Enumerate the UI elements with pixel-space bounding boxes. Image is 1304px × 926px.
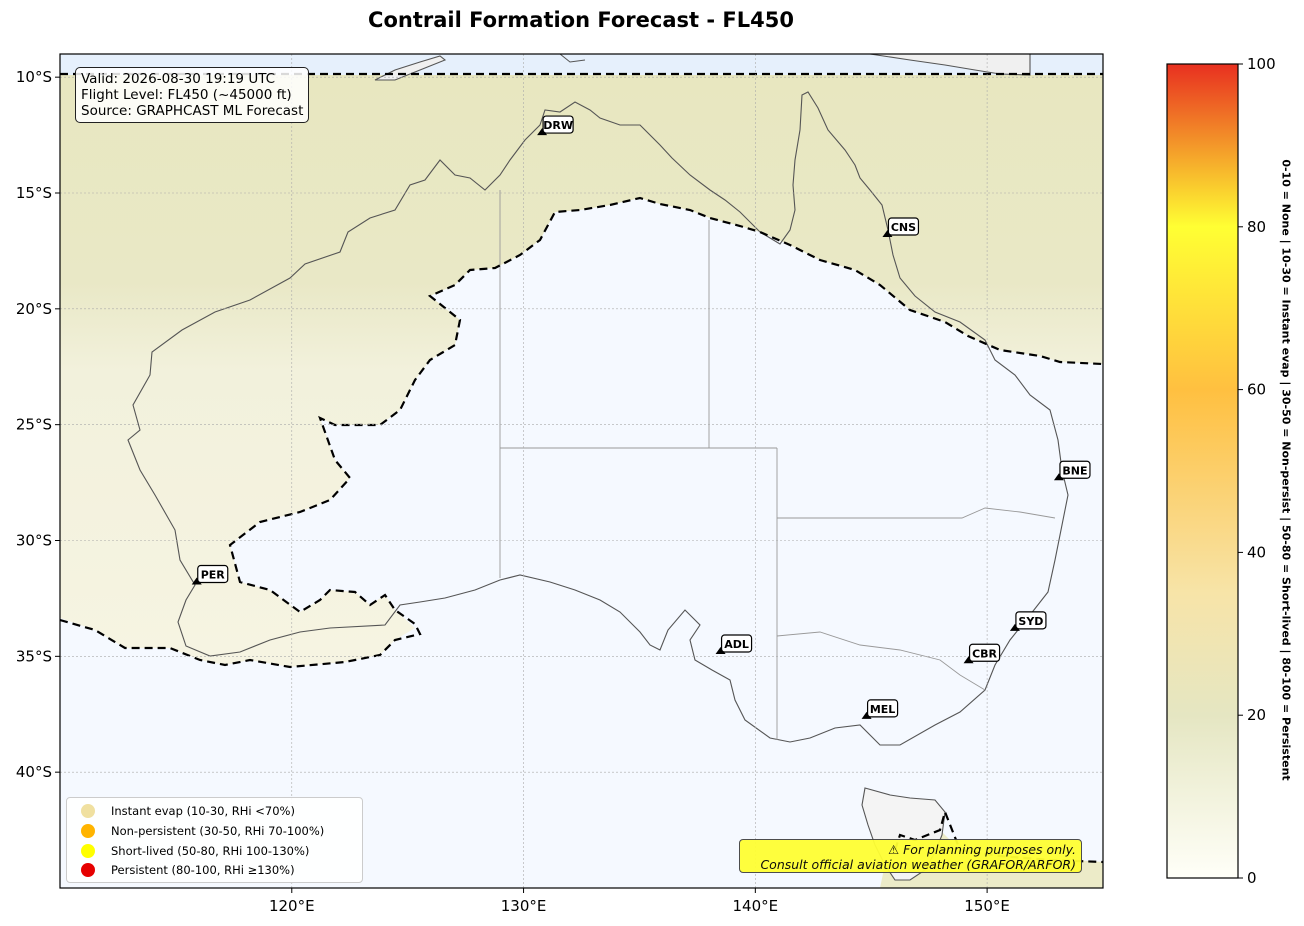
airport-code: CNS xyxy=(891,221,916,234)
contrail-zone-region xyxy=(60,75,1103,667)
legend-swatch xyxy=(81,844,95,858)
airport-label-box xyxy=(720,634,753,653)
lat-tick-label: 25°S xyxy=(16,416,52,434)
legend-item: Persistent (80-100, RHi ≥130%) xyxy=(81,861,295,879)
airport-cns: CNS xyxy=(882,217,920,238)
colorbar-tick-label: 80 xyxy=(1247,218,1266,236)
lat-tick-label: 35°S xyxy=(16,647,52,665)
airport-code: DRW xyxy=(543,119,573,132)
legend-label: Instant evap (10-30, RHi <70%) xyxy=(111,804,295,818)
airport-syd: SYD xyxy=(1009,611,1047,631)
colorbar-tick-label: 20 xyxy=(1247,706,1266,724)
lon-tick-label: 150°E xyxy=(964,897,1010,915)
legend-swatch xyxy=(81,863,95,877)
colorbar-tick-label: 60 xyxy=(1247,381,1266,399)
axis-ticks: 120°E 130°E 140°E 150°E 10°S 15°S 20°S 25°S 30°S… xyxy=(16,68,1010,915)
airport-per: PER xyxy=(191,564,229,585)
australia-coastline xyxy=(127,91,1069,746)
legend-item: Short-lived (50-80, RHi 100-130%) xyxy=(81,842,309,860)
lat-tick-label: 10°S xyxy=(16,68,52,86)
forecast-source: Source: GRAPHCAST ML Forecast xyxy=(81,103,304,119)
airport-bne: BNE xyxy=(1053,460,1091,481)
colorbar-ticks: 0 20 40 60 80 100 xyxy=(1238,55,1276,887)
legend-swatch xyxy=(81,824,95,838)
flight-level: Flight Level: FL450 (~45000 ft) xyxy=(81,87,292,103)
colorbar-label: 0-10 = None | 10-30 = Instant evap | 30-… xyxy=(1279,159,1293,781)
airport-cbr: CBR xyxy=(963,643,1001,664)
legend-item: Non-persistent (30-50, RHi 70-100%) xyxy=(81,822,324,840)
northern-band xyxy=(60,54,1103,75)
lon-tick-label: 140°E xyxy=(733,897,779,915)
lat-tick-label: 20°S xyxy=(16,300,52,318)
airport-markers: DRW CNS BNE PER SYD ADL CBR MEL xyxy=(191,115,1091,719)
airport-code: SYD xyxy=(1018,615,1043,628)
legend-swatch xyxy=(81,804,95,818)
airport-drw: DRW xyxy=(537,115,574,136)
lat-tick-label: 30°S xyxy=(16,532,52,550)
colorbar-tick-label: 40 xyxy=(1247,543,1266,561)
airport-mel: MEL xyxy=(861,699,899,719)
warning-line-1: ⚠ For planning purposes only. xyxy=(888,842,1076,857)
forecast-info-box: Valid: 2026-08-30 19:19 UTC Flight Level… xyxy=(75,67,310,123)
airport-label-box xyxy=(1059,460,1091,479)
lat-tick-label: 15°S xyxy=(16,184,52,202)
map-frame xyxy=(59,53,1104,889)
lon-tick-label: 120°E xyxy=(269,897,315,915)
airport-label-box xyxy=(197,564,229,584)
legend-label: Non-persistent (30-50, RHi 70-100%) xyxy=(111,824,325,838)
colorbar-tick-label: 100 xyxy=(1247,55,1276,73)
airport-label-box xyxy=(866,699,899,718)
state-borders xyxy=(499,190,1056,740)
valid-time: Valid: 2026-08-30 19:19 UTC xyxy=(81,71,276,87)
airport-code: ADL xyxy=(724,638,749,651)
chart-title: Contrail Formation Forecast - FL450 xyxy=(368,8,794,32)
lat-tick-label: 40°S xyxy=(16,763,52,781)
airport-code: PER xyxy=(201,569,226,582)
legend-label: Short-lived (50-80, RHi 100-130%) xyxy=(111,844,310,858)
airport-code: MEL xyxy=(870,703,895,716)
warning-line-2: Consult official aviation weather (GRAFO… xyxy=(760,857,1076,872)
legend-label: Persistent (80-100, RHi ≥130%) xyxy=(111,863,295,877)
tanimbar-coastline xyxy=(559,54,586,63)
colorbar-tick-label: 0 xyxy=(1247,869,1257,887)
airport-label-box xyxy=(542,115,574,134)
airport-code: CBR xyxy=(972,647,997,660)
airport-label-box xyxy=(1015,611,1047,630)
contrail-boundary-contour xyxy=(60,196,1103,669)
airport-label-box xyxy=(887,217,920,236)
airport-adl: ADL xyxy=(715,634,753,655)
lon-tick-label: 130°E xyxy=(501,897,547,915)
airport-label-box xyxy=(968,643,1001,662)
legend: Instant evap (10-30, RHi <70%) Non-persi… xyxy=(66,797,363,883)
gridlines xyxy=(60,54,1103,888)
legend-item: Instant evap (10-30, RHi <70%) xyxy=(81,802,295,820)
airport-code: BNE xyxy=(1062,464,1087,477)
colorbar xyxy=(1166,63,1239,879)
new-guinea-coastline xyxy=(869,54,1031,76)
planning-warning-box: ⚠ For planning purposes only. Consult of… xyxy=(739,839,1082,873)
